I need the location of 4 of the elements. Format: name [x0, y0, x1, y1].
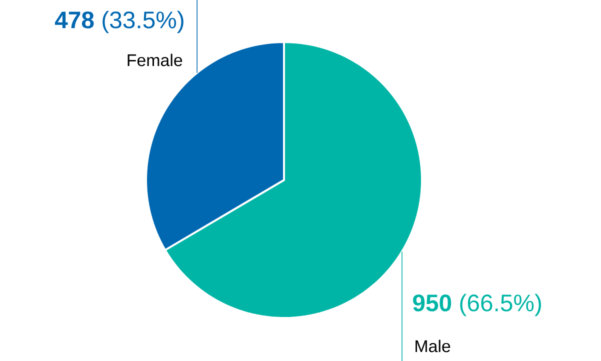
- slice-label: Female: [128, 54, 182, 66]
- slice-label: Male: [416, 340, 450, 352]
- data-label: 950 (66.5%): [413, 294, 541, 316]
- data-label: 478 (33.5%): [54, 10, 184, 34]
